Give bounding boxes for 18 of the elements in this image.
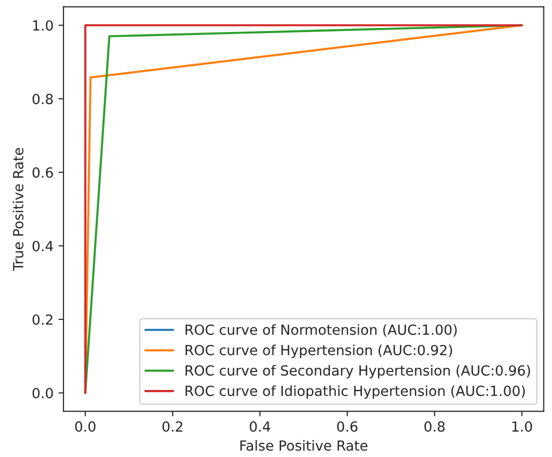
x-axis-title: False Positive Rate — [240, 440, 368, 451]
x-tick-label: 0.4 — [250, 421, 270, 432]
y-tick-label: 0.0 — [32, 388, 53, 398]
legend-label: ROC curve of Idiopathic Hypertension (AUC:1.00) — [186, 385, 525, 399]
x-tick-label: 1.0 — [512, 421, 532, 432]
y-tick-label: 0.2 — [32, 314, 52, 325]
legend-label: ROC curve of Normotension (AUC:1.00) — [186, 324, 457, 337]
x-tick-label: 0.6 — [337, 421, 358, 432]
legend-label: ROC curve of Hypertension (AUC:0.92) — [186, 344, 452, 358]
y-tick-label: 0.6 — [32, 167, 53, 178]
x-tick-label: 0.2 — [162, 421, 182, 432]
y-tick-label: 1.0 — [33, 20, 53, 31]
legend-label: ROC curve of Secondary Hypertension (AUC:0.96) — [186, 364, 530, 378]
x-tick-label: 0.8 — [424, 421, 445, 432]
y-tick-label: 0.4 — [32, 240, 53, 252]
x-tick-label: 0.0 — [75, 421, 96, 432]
y-tick-label: 0.8 — [32, 94, 53, 104]
y-axis-title: True Positive Rate — [12, 148, 24, 271]
